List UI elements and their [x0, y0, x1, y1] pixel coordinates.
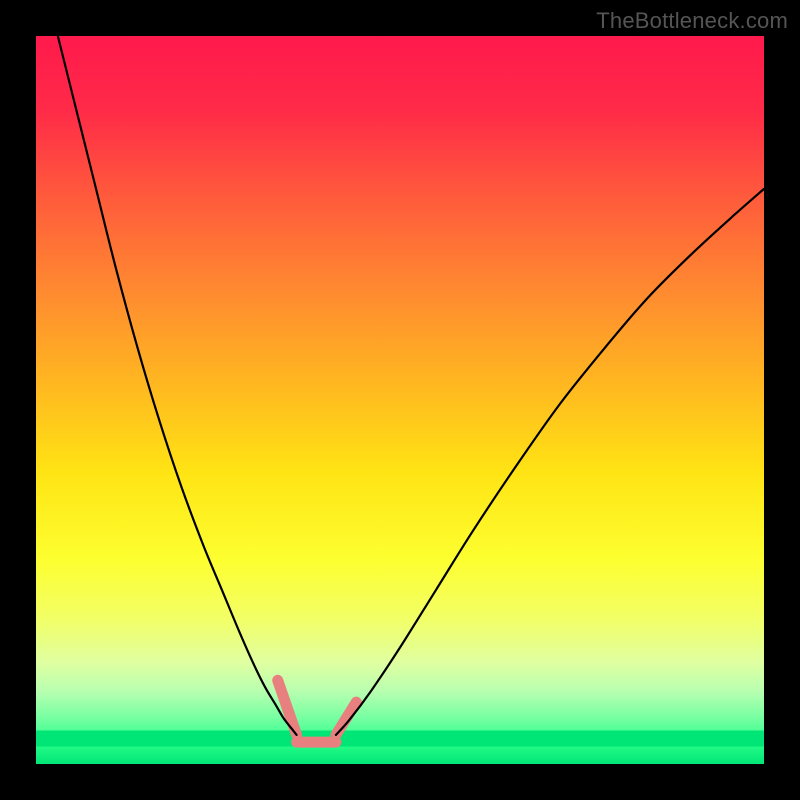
watermark-text: TheBottleneck.com [596, 8, 788, 34]
chart-frame: TheBottleneck.com [0, 0, 800, 800]
green-band [36, 731, 764, 747]
bottleneck-chart [0, 0, 800, 800]
plot-area [36, 36, 764, 764]
